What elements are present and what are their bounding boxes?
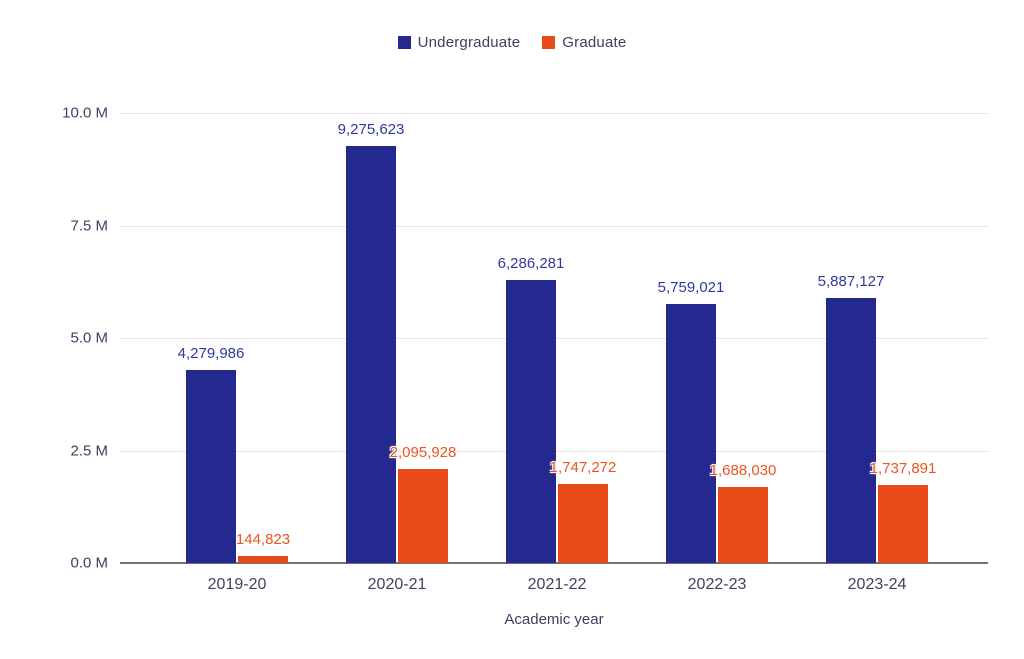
undergraduate-bar-2023-24: [826, 298, 876, 563]
legend-label: Graduate: [562, 34, 627, 51]
undergraduate-bar-2022-23: [666, 304, 716, 563]
x-tick-label: 2023-24: [847, 576, 907, 593]
graduate-value-label: 144,823: [235, 531, 291, 548]
legend-label: Undergraduate: [417, 34, 521, 51]
graduate-bar-2021-22: [558, 484, 608, 563]
undergraduate-bar-2019-20: [186, 370, 236, 563]
undergraduate-value-label: 6,286,281: [497, 255, 565, 272]
graduate-bar-2020-21: [398, 469, 448, 563]
undergraduate-value-label: 5,759,021: [657, 279, 725, 296]
legend-item-undergraduate[interactable]: Undergraduate: [397, 34, 521, 51]
undergraduate-bar-2020-21: [346, 146, 396, 563]
graduate-value-label: 2,095,928: [389, 444, 457, 461]
legend-item-graduate[interactable]: Graduate: [542, 34, 626, 51]
y-tick-label: 5.0 M: [70, 329, 108, 347]
chart-legend: Undergraduate Graduate: [0, 34, 1024, 51]
y-tick-label: 10.0 M: [62, 104, 108, 122]
undergraduate-value-label: 9,275,623: [337, 121, 405, 138]
undergraduate-value-label: 4,279,986: [177, 345, 245, 362]
x-tick-label: 2019-20: [207, 576, 267, 593]
y-tick-label: 2.5 M: [70, 442, 108, 459]
x-tick-label: 2020-21: [367, 576, 427, 593]
undergraduate-value-label: 5,887,127: [817, 273, 885, 290]
gridline: [120, 113, 988, 114]
x-tick-label: 2022-23: [687, 576, 747, 593]
graduate-bar-2023-24: [878, 485, 928, 563]
x-tick-label: 2021-22: [527, 576, 587, 593]
gridline: [120, 225, 988, 227]
legend-swatch-icon: [542, 36, 556, 49]
y-tick-label: 7.5 M: [70, 217, 108, 234]
x-axis-title: Academic year: [504, 611, 604, 628]
graduate-value-label: 1,737,891: [869, 460, 937, 477]
legend-swatch-icon: [397, 36, 411, 49]
graduate-value-label: 1,688,030: [709, 462, 777, 479]
x-axis-line: [120, 562, 988, 564]
graduate-bar-2019-20: [238, 556, 288, 563]
y-tick-label: 0.0 M: [70, 554, 108, 572]
graduate-value-label: 1,747,272: [549, 459, 617, 476]
graduate-bar-2022-23: [718, 487, 768, 563]
undergraduate-bar-2021-22: [506, 280, 556, 563]
